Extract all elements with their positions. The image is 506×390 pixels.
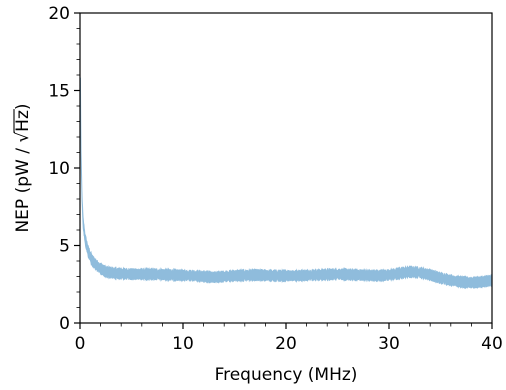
- y-axis-label-suffix: ): [13, 103, 33, 110]
- y-tick-label: 0: [59, 314, 70, 334]
- x-axis-label: Frequency (MHz): [215, 365, 358, 385]
- y-axis-label-radicand: Hz: [13, 110, 33, 132]
- y-axis-label-prefix: NEP (pW /: [13, 143, 33, 233]
- x-ticks: 0 10 20 30 40: [75, 323, 503, 354]
- y-axis-label-sqrt: √: [13, 132, 33, 143]
- x-tick-label: 20: [275, 334, 297, 354]
- x-tick-label: 30: [378, 334, 400, 354]
- y-tick-label: 20: [48, 4, 70, 24]
- x-tick-label: 40: [481, 334, 503, 354]
- x-tick-label: 10: [172, 334, 194, 354]
- series-layer: [80, 77, 493, 290]
- y-axis-label-group: NEP (pW / √Hz): [13, 103, 33, 232]
- y-tick-label: 5: [59, 237, 70, 257]
- y-axis-label: NEP (pW / √Hz): [13, 103, 33, 232]
- series-band: [80, 77, 493, 290]
- y-tick-label: 15: [48, 82, 70, 102]
- x-tick-label: 0: [75, 334, 86, 354]
- y-tick-label: 10: [48, 159, 70, 179]
- y-ticks: 0 5 10 15 20: [48, 4, 80, 334]
